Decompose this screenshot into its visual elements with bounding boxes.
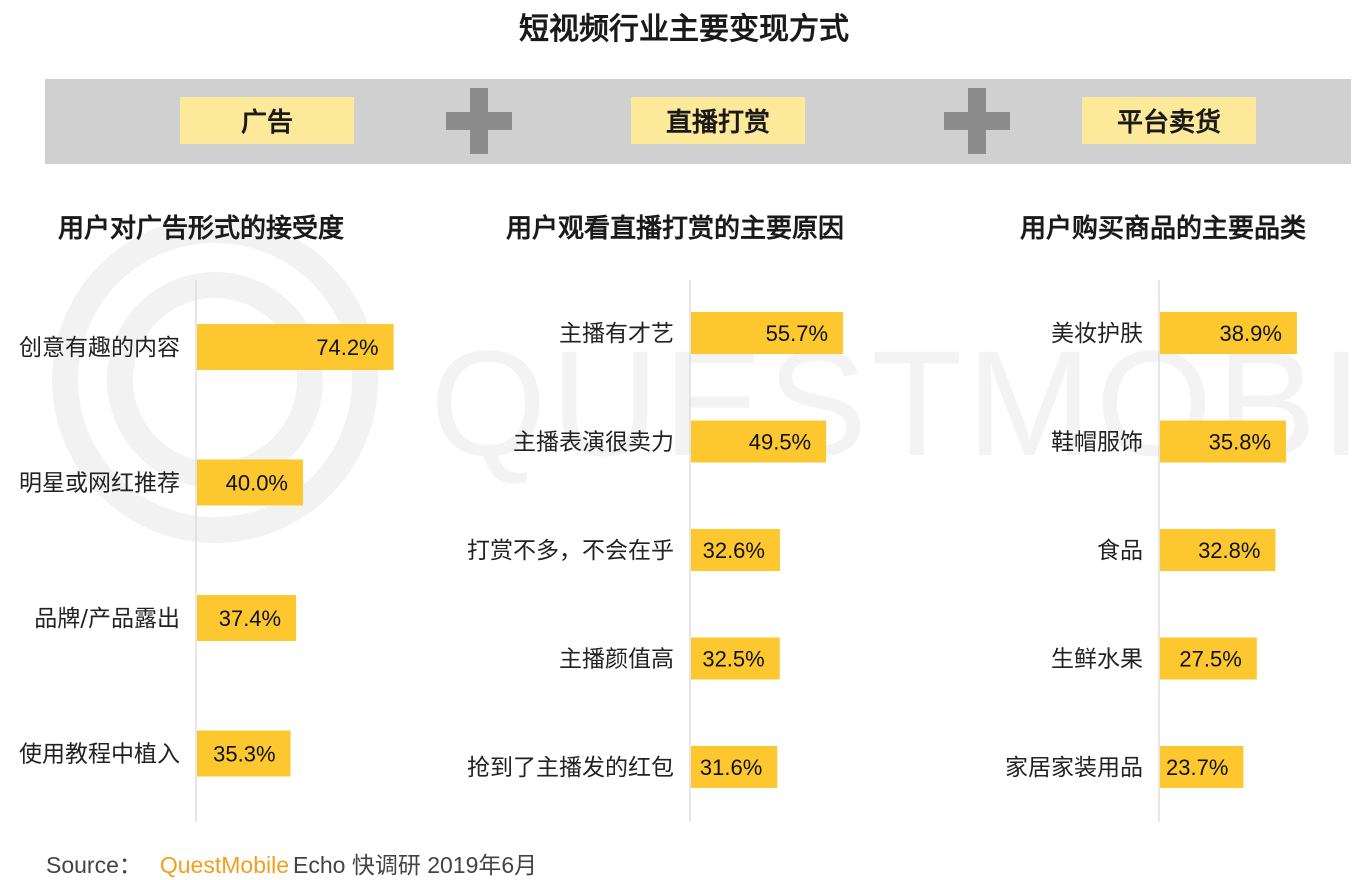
data-label: 32.5% bbox=[702, 647, 764, 672]
monetization-banner: 广告 直播打赏 平台卖货 bbox=[45, 79, 1351, 164]
data-label: 32.8% bbox=[1198, 538, 1260, 563]
category-label: 食品 bbox=[1097, 538, 1143, 564]
banner-item-platform-sales: 平台卖货 bbox=[1082, 97, 1256, 144]
data-label: 38.9% bbox=[1220, 321, 1282, 346]
category-label: 创意有趣的内容 bbox=[19, 335, 180, 361]
bar bbox=[691, 637, 780, 680]
data-label: 23.7% bbox=[1166, 755, 1228, 780]
plus-icon bbox=[446, 88, 512, 154]
data-label: 35.8% bbox=[1209, 430, 1271, 455]
category-label: 明星或网红推荐 bbox=[19, 471, 180, 497]
data-label: 74.2% bbox=[316, 335, 378, 360]
category-label: 主播有才艺 bbox=[559, 321, 674, 347]
bar bbox=[691, 420, 827, 463]
banner-item-live-tipping: 直播打赏 bbox=[631, 97, 805, 144]
category-label: 品牌/产品露出 bbox=[34, 606, 180, 632]
category-label: 鞋帽服饰 bbox=[1051, 430, 1143, 456]
bar bbox=[197, 595, 297, 641]
bar bbox=[1160, 420, 1287, 463]
category-label: 家居家装用品 bbox=[1005, 755, 1143, 781]
data-label: 27.5% bbox=[1179, 647, 1241, 672]
data-label: 35.3% bbox=[213, 742, 275, 767]
plus-icon bbox=[944, 88, 1010, 154]
bar bbox=[197, 730, 291, 777]
source-note: Source： QuestMobile Echo 快调研 2019年6月 bbox=[46, 846, 537, 880]
data-label: 49.5% bbox=[749, 430, 811, 455]
page-title: 短视频行业主要变现方式 bbox=[519, 12, 849, 47]
bar bbox=[197, 459, 303, 506]
bar bbox=[691, 529, 780, 571]
source-brand: QuestMobile bbox=[159, 852, 289, 878]
bar bbox=[691, 312, 844, 354]
chart-title-tipping: 用户观看直播打赏的主要原因 bbox=[506, 214, 845, 244]
source-label: Source： bbox=[46, 852, 142, 878]
source-text: Echo 快调研 2019年6月 bbox=[293, 852, 538, 878]
category-label: 主播表演很卖力 bbox=[513, 430, 674, 456]
data-label: 40.0% bbox=[226, 471, 288, 496]
chart-title-ads: 用户对广告形式的接受度 bbox=[58, 214, 345, 244]
banner-item-ads: 广告 bbox=[180, 97, 354, 144]
bar bbox=[1160, 529, 1276, 571]
data-label: 31.6% bbox=[700, 755, 762, 780]
bar bbox=[1160, 312, 1297, 354]
bar bbox=[1160, 637, 1257, 680]
category-label: 生鲜水果 bbox=[1051, 647, 1143, 673]
data-label: 32.6% bbox=[703, 538, 765, 563]
chart-title-categories: 用户购买商品的主要品类 bbox=[1020, 214, 1307, 244]
bar bbox=[1160, 746, 1244, 788]
category-label: 主播颜值高 bbox=[559, 647, 674, 673]
category-label: 抢到了主播发的红包 bbox=[467, 755, 674, 781]
bar bbox=[691, 746, 778, 788]
category-label: 美妆护肤 bbox=[1051, 321, 1143, 347]
bar bbox=[197, 324, 394, 370]
data-label: 55.7% bbox=[766, 321, 828, 346]
category-label: 打赏不多，不会在乎 bbox=[467, 538, 674, 564]
data-label: 37.4% bbox=[219, 606, 281, 631]
category-label: 使用教程中植入 bbox=[19, 742, 180, 768]
